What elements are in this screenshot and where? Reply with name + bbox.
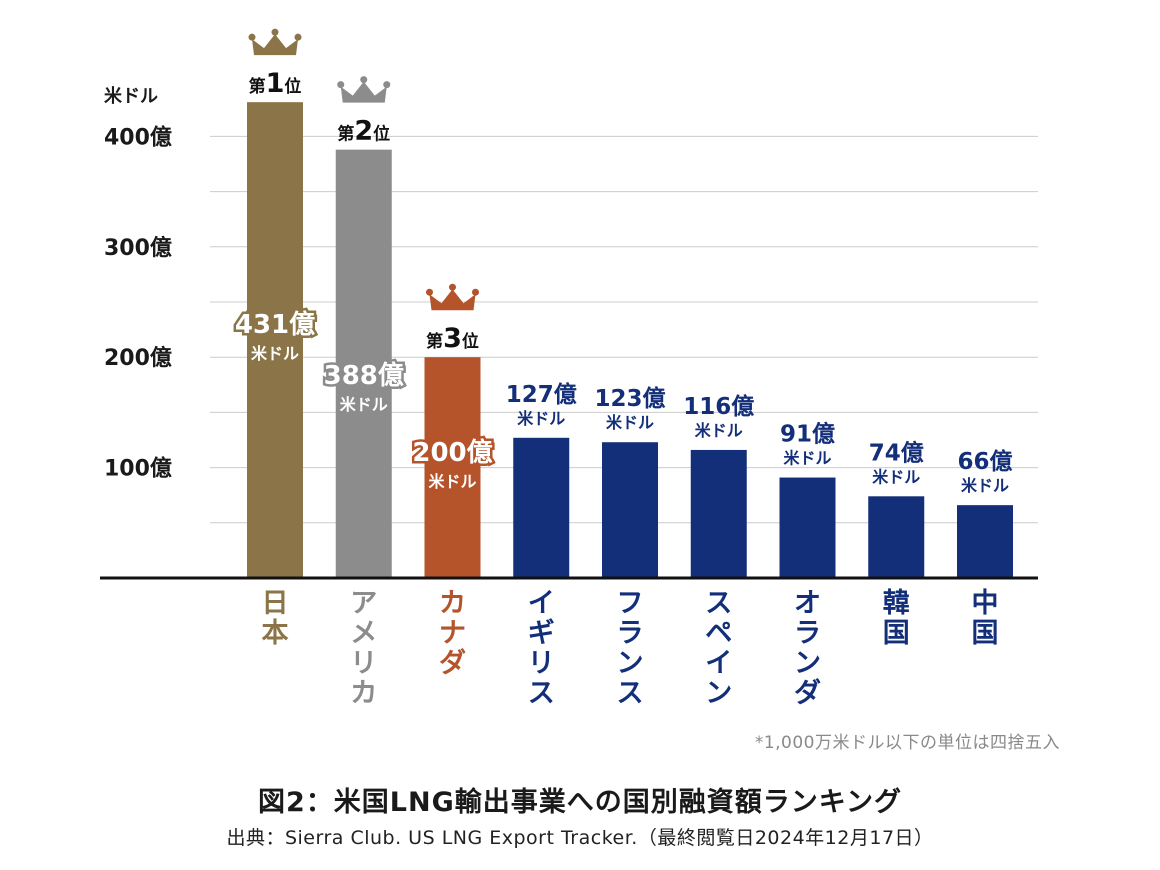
bar-value-label: 200億 (412, 438, 492, 468)
category-label: オランダ (794, 588, 821, 709)
crown-icon (429, 289, 476, 311)
category-label: 日本 (262, 588, 289, 649)
bar-value-unit: 米ドル (251, 344, 299, 363)
crown-jewel-icon (383, 81, 391, 89)
crown-jewel-icon (426, 288, 433, 296)
bar-value-unit: 米ドル (340, 395, 388, 414)
category-label: フランス (617, 588, 644, 709)
y-tick-label: 100億 (104, 456, 172, 482)
bar-value-label: 74億 (869, 439, 924, 466)
bar-value-label: 431億 (235, 310, 315, 340)
bar (424, 357, 481, 578)
y-axis-unit-label: 米ドル (104, 85, 158, 107)
bar-value-label: 388億 (324, 361, 404, 391)
rank-label: 第2位 (337, 116, 390, 147)
bar (513, 437, 570, 578)
bar-value-unit: 米ドル (606, 413, 654, 432)
bar (957, 505, 1013, 578)
bar-value-label: 123億 (594, 385, 665, 412)
category-label: スペイン (705, 588, 732, 709)
bar-value-label: 127億 (506, 381, 577, 408)
bar (247, 102, 303, 579)
bar (602, 442, 658, 578)
bar-value-unit: 米ドル (961, 476, 1009, 495)
bar-value-label: 66億 (957, 448, 1012, 475)
crown-jewel-icon (449, 283, 456, 291)
bar (779, 477, 836, 578)
bar-value-unit: 米ドル (783, 449, 831, 468)
bar-value-unit: 米ドル (695, 421, 743, 440)
bar-value-unit: 米ドル (517, 409, 565, 428)
y-tick-label: 300億 (104, 235, 172, 261)
crown-icon (340, 81, 387, 103)
crown-icon (252, 34, 298, 56)
chart-footnote: *1,000万米ドル以下の単位は四捨五入 (754, 733, 1060, 753)
rank-label: 第3位 (426, 323, 479, 354)
y-tick-label: 400億 (104, 124, 172, 150)
bar-value-label: 116億 (683, 393, 754, 420)
y-tick-label: 200億 (104, 345, 172, 371)
category-label: アメリカ (350, 588, 377, 709)
crown-jewel-icon (360, 76, 368, 84)
rank-label: 第1位 (249, 68, 302, 99)
chart-source: 出典：Sierra Club. US LNG Export Tracker.（最… (226, 827, 934, 849)
crown-jewel-icon (294, 33, 302, 41)
crown-jewel-icon (248, 33, 256, 41)
category-label: カナダ (439, 588, 466, 679)
category-label: 中国 (972, 588, 999, 649)
crown-jewel-icon (472, 288, 479, 296)
bar-value-unit: 米ドル (872, 467, 920, 486)
crown-jewel-icon (271, 28, 279, 36)
bar-value-label: 91億 (780, 421, 835, 448)
crown-jewel-icon (337, 81, 345, 89)
bar (868, 496, 925, 578)
bar (690, 449, 747, 578)
category-label: 韓国 (883, 588, 910, 649)
bar (335, 149, 392, 578)
bar-value-unit: 米ドル (428, 472, 476, 491)
category-label: イギリス (528, 588, 555, 709)
chart-title: 図2：米国LNG輸出事業への国別融資額ランキング (258, 787, 902, 818)
ranking-bar-chart: 100億200億300億400億米ドル431億米ドル日本388億米ドルアメリカ2… (100, 28, 1038, 709)
